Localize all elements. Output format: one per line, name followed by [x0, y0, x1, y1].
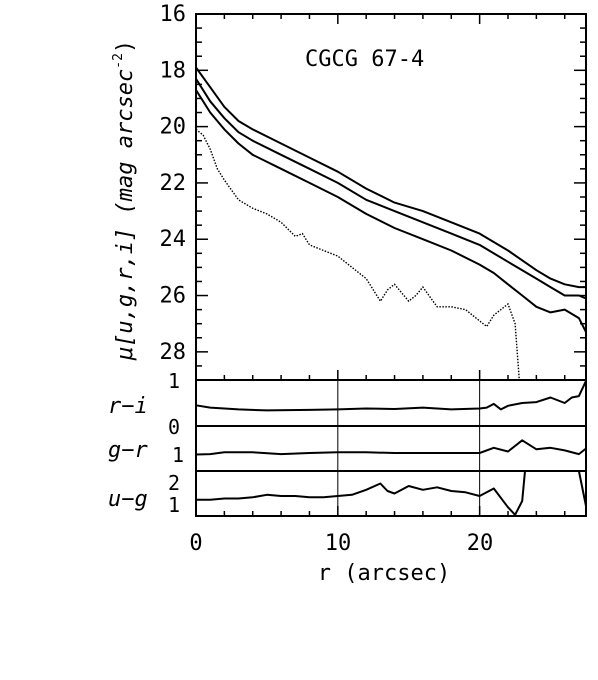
y-tick-label: 22	[160, 171, 187, 196]
plot-frame	[195, 13, 587, 517]
series-g-r-0	[195, 439, 587, 456]
gr-tick-1: 1	[172, 443, 184, 467]
chart-title: CGCG 67-4	[305, 47, 424, 72]
ug-tick-1: 1	[168, 493, 180, 517]
series-surface-brightness-1	[195, 78, 587, 300]
y-axis-label-close: )	[113, 40, 138, 53]
y-axis-label: μ[u,g,r,i] (mag arcsec-2)	[111, 40, 138, 361]
y-tick-label: 20	[160, 115, 187, 140]
x-tick-20: 20	[467, 531, 494, 556]
axis-ticks	[195, 13, 586, 516]
gr-label: g−r	[108, 438, 148, 463]
y-tick-label: 24	[160, 227, 187, 252]
series-r-i-0	[195, 380, 587, 412]
ri-tick-1: 1	[168, 369, 180, 393]
color-panel-gridlines	[337, 380, 481, 516]
series-surface-brightness-2	[195, 89, 587, 333]
data-curves	[195, 66, 587, 516]
series-u-g-1	[577, 470, 587, 507]
y-axis-label-text: μ[u,g,r,i] (mag arcsec	[113, 69, 138, 361]
y-axis-label-sup: -2	[111, 53, 126, 69]
x-tick-0: 0	[189, 531, 202, 556]
y-tick-label: 26	[160, 284, 187, 309]
y-tick-label: 18	[160, 58, 187, 83]
x-axis-label: r (arcsec)	[318, 561, 450, 586]
series-surface-brightness-3	[195, 128, 520, 381]
ug-label: u−g	[108, 487, 148, 512]
ug-tick-2: 2	[168, 471, 180, 495]
series-surface-brightness-0	[195, 66, 586, 289]
y-tick-label: 16	[160, 2, 187, 27]
x-tick-10: 10	[325, 531, 352, 556]
y-tick-label: 28	[160, 340, 187, 365]
series-u-g-0	[196, 470, 526, 516]
y-tick-labels: 16 18 20 22 24 26 28	[160, 2, 187, 365]
ri-tick-0: 0	[168, 415, 180, 439]
ri-label: r−i	[108, 394, 148, 419]
